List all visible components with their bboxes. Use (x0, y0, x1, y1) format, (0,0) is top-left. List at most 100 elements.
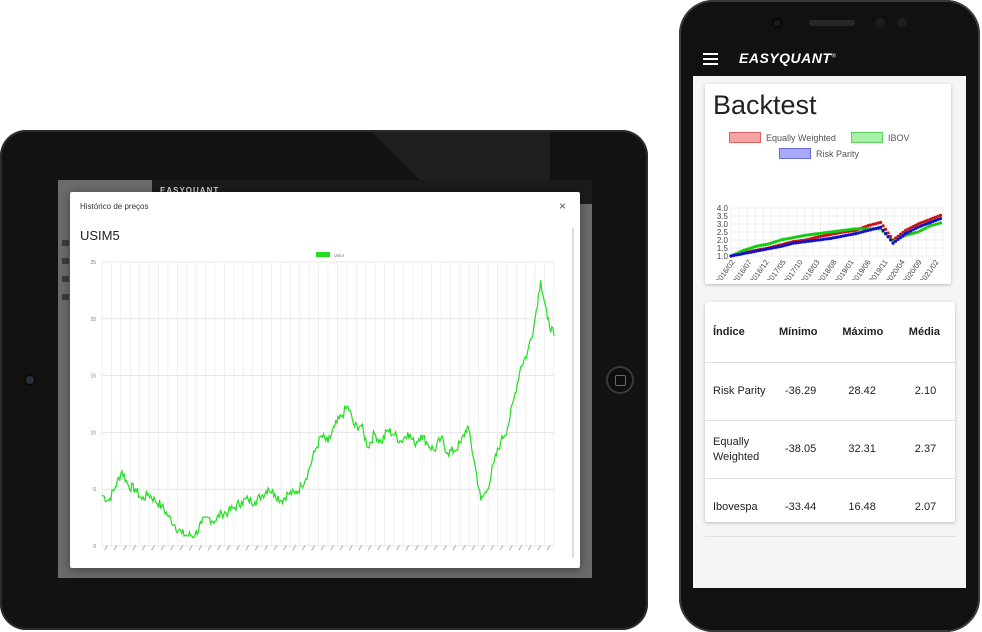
series-point (896, 234, 900, 238)
cell-mean: 2.07 (900, 478, 955, 537)
price-history-chart: 0 5 10 15 20 25 Valor (90, 252, 555, 551)
x-tick-mark (518, 544, 523, 551)
phone-screen: EASYQUANT® Backtest Equally Weighted IBO… (693, 42, 966, 588)
series-point (936, 222, 940, 226)
legend-item-risk-parity[interactable]: Risk Parity (779, 148, 859, 159)
series-point (829, 230, 833, 234)
series-point (923, 226, 928, 230)
cell-max: 28.42 (834, 362, 901, 421)
series-point (781, 244, 785, 248)
y-tick-label: 0 (93, 544, 96, 550)
series-point (799, 240, 803, 244)
series-point (814, 235, 818, 239)
x-tick-mark (405, 544, 410, 551)
series-point (729, 254, 733, 258)
cell-index-name: Equally Weighted (705, 420, 771, 479)
x-tick-mark (433, 544, 438, 551)
series-point (834, 229, 838, 233)
table-row: Equally Weighted -38.05 32.31 2.37 (705, 420, 955, 479)
ticker-heading: USIM5 (80, 228, 120, 243)
x-tick-mark (198, 544, 203, 551)
stats-table: Índice Mínimo Máximo Média Risk Parity -… (705, 302, 955, 537)
cell-min: -38.05 (771, 420, 835, 479)
sidebar-icon[interactable] (62, 294, 69, 300)
series-point (744, 248, 748, 252)
x-tick-mark (452, 544, 457, 551)
series-point (933, 215, 938, 219)
series-point (881, 228, 885, 232)
series-point (906, 233, 910, 237)
sidebar-icon[interactable] (62, 258, 69, 264)
legend-label: IBOV (888, 132, 910, 143)
tablet-sidebar-icons (62, 240, 72, 312)
legend-item-equally-weighted[interactable]: Equally Weighted (729, 132, 836, 143)
sidebar-icon[interactable] (62, 276, 69, 282)
series-point (836, 229, 840, 233)
y-tick-label: 2.5 (717, 228, 729, 237)
series-point (789, 236, 793, 240)
y-tick-label: 5 (93, 487, 96, 493)
series-point (829, 232, 833, 236)
tablet-home-button[interactable] (606, 366, 634, 394)
series-point (754, 249, 758, 253)
sidebar-icon[interactable] (62, 240, 69, 246)
backtest-card: Backtest Equally Weighted IBOV Risk Pari… (705, 84, 951, 284)
y-tick-label: 1.0 (717, 252, 729, 261)
series-point (906, 230, 910, 234)
x-tick-mark (442, 544, 448, 551)
series-point (791, 236, 795, 240)
series-point (824, 237, 828, 241)
series-point (779, 244, 783, 248)
y-tick-label: 1.5 (717, 244, 729, 253)
y-tick-label: 3.0 (717, 220, 729, 229)
x-tick-mark (273, 544, 278, 551)
series-point (811, 232, 815, 236)
x-tick-mark (546, 544, 551, 551)
series-point (926, 221, 930, 225)
x-tick-mark (377, 544, 382, 551)
series-point (914, 226, 918, 231)
series-line-valor (101, 280, 555, 539)
series-point (824, 231, 828, 235)
series-point (761, 243, 765, 247)
series-point (771, 240, 775, 244)
table-row: Risk Parity -36.29 28.42 2.10 (705, 362, 955, 421)
x-tick-mark (348, 544, 353, 551)
x-tick-label: 2021/02 (918, 258, 941, 280)
table-row: Ibovespa -33.44 16.48 2.07 (705, 478, 955, 537)
modal-scrollbar[interactable] (572, 228, 574, 558)
legend-swatch (779, 148, 811, 159)
x-tick-mark (226, 544, 231, 551)
x-tick-mark (508, 544, 513, 551)
legend-item-ibov[interactable]: IBOV (851, 132, 910, 143)
col-header-min: Mínimo (771, 302, 835, 363)
series-point (871, 222, 875, 226)
x-tick-mark (490, 544, 495, 551)
x-tick-mark (395, 544, 400, 551)
series-point (866, 228, 870, 232)
x-tick-mark (113, 544, 118, 551)
y-tick-label: 3.5 (717, 212, 729, 221)
series-point (819, 231, 823, 235)
series-point (821, 234, 825, 238)
series-point (834, 235, 838, 239)
menu-icon[interactable] (703, 53, 718, 65)
x-tick-mark (329, 544, 335, 551)
series-point (901, 230, 905, 234)
close-icon[interactable]: × (558, 199, 566, 213)
series-point (914, 231, 918, 235)
series-point (811, 236, 815, 240)
series-point (839, 229, 843, 233)
series-point (794, 241, 798, 245)
series-point (919, 229, 923, 233)
series-point (776, 245, 780, 249)
series-point (849, 233, 853, 237)
series-point (904, 228, 908, 232)
series-point (804, 233, 808, 237)
series-point (938, 217, 943, 221)
series-point (844, 233, 848, 238)
x-tick-mark (245, 544, 250, 551)
series-point (886, 235, 890, 239)
col-header-mean: Média (900, 302, 955, 363)
series-point (771, 246, 775, 250)
